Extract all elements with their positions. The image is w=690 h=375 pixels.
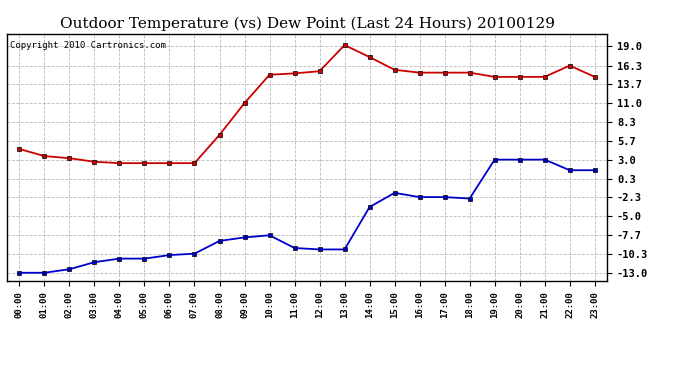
Title: Outdoor Temperature (vs) Dew Point (Last 24 Hours) 20100129: Outdoor Temperature (vs) Dew Point (Last… bbox=[59, 17, 555, 31]
Text: Copyright 2010 Cartronics.com: Copyright 2010 Cartronics.com bbox=[10, 41, 166, 50]
